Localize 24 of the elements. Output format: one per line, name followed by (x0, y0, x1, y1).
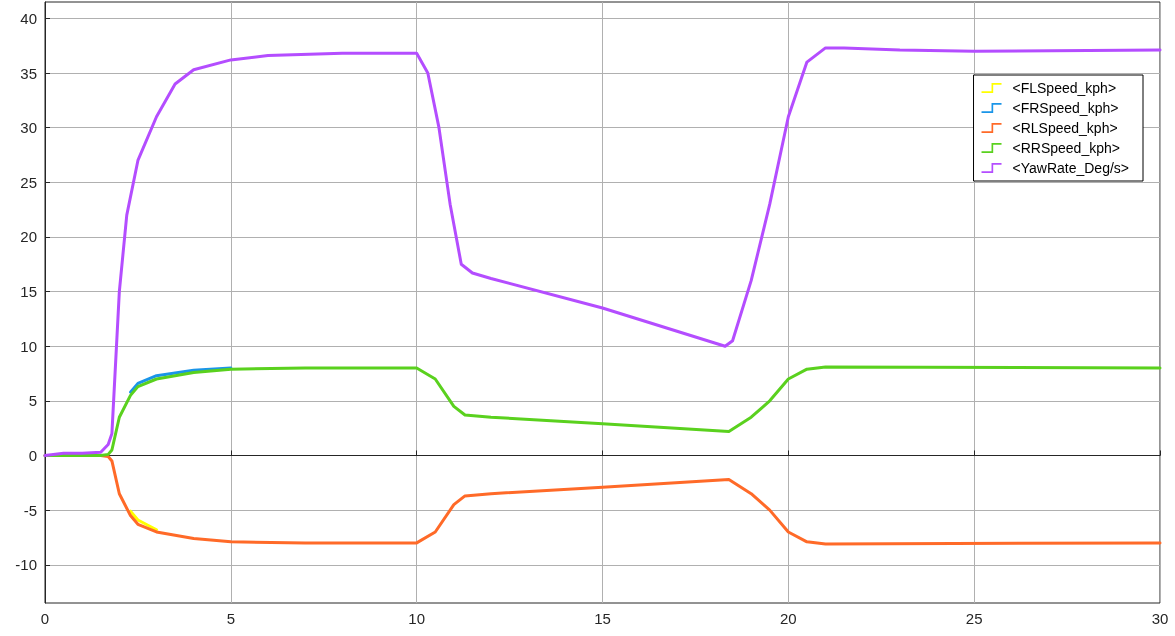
y-tick-label: 40 (20, 9, 37, 27)
x-tick-label: 15 (594, 610, 611, 627)
x-tick-label: 0 (40, 610, 50, 627)
y-tick-label: 0 (28, 446, 37, 464)
y-tick-label: 15 (20, 283, 37, 301)
x-tick-label: 10 (408, 610, 426, 627)
y-tick-label: 25 (20, 173, 37, 191)
y-tick-label: 10 (20, 337, 37, 355)
legend-label: <FLSpeed_kph> (1012, 80, 1117, 96)
x-tick-label: 5 (226, 610, 236, 627)
legend-label: <YawRate_Deg/s> (1012, 160, 1130, 176)
x-tick-label: 20 (779, 610, 797, 627)
y-tick-label: 35 (20, 64, 37, 82)
y-tick-label: 20 (20, 228, 37, 246)
y-tick-label: 5 (28, 392, 37, 410)
x-tick-label: 25 (965, 610, 983, 627)
y-tick-label: -5 (23, 501, 37, 519)
legend-label: <FRSpeed_kph> (1012, 100, 1119, 116)
y-tick-label: 30 (20, 119, 37, 137)
line-series (43, 46, 1162, 457)
legend-label: <RLSpeed_kph> (1012, 120, 1118, 136)
legend-label: <RRSpeed_kph> (1012, 140, 1120, 156)
x-tick-label: 30 (1151, 610, 1169, 627)
y-tick-label: -10 (15, 556, 37, 574)
